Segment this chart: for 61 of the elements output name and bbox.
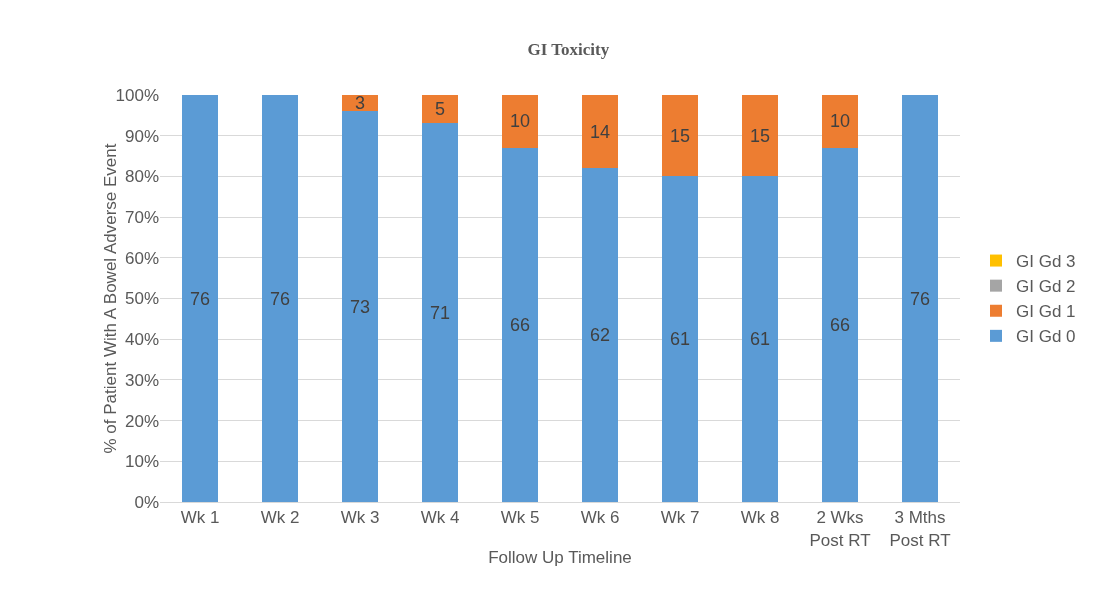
- legend-label: GI Gd 0: [1016, 327, 1076, 347]
- annotation: 66: [830, 315, 851, 335]
- y-axis-title: % of Patient With A Bowel Adverse Event: [101, 143, 120, 454]
- y-tick-label: 80%: [124, 167, 159, 187]
- bar: [342, 111, 378, 502]
- annotation: 76: [190, 289, 211, 309]
- annotation: 62: [590, 325, 611, 345]
- y-tick-label: 0%: [134, 492, 159, 512]
- legend-label: GI Gd 1: [1016, 302, 1076, 322]
- bar: [742, 176, 778, 502]
- x-tick-label: Wk 2: [260, 508, 300, 528]
- bar: [502, 147, 538, 502]
- annotation: 3: [355, 93, 366, 113]
- annotation: 76: [910, 289, 931, 309]
- x-tick-label: Wk 5: [500, 508, 540, 528]
- x-axis-title: Follow Up Timeline: [488, 548, 632, 567]
- annotation: 61: [670, 329, 691, 349]
- x-tick-label: Wk 6: [580, 508, 620, 528]
- x-tick-label: Wk 8: [740, 508, 780, 528]
- y-tick-label: 40%: [124, 330, 159, 350]
- y-tick-label: 20%: [124, 411, 159, 431]
- bar: [422, 95, 458, 124]
- bar: [662, 95, 698, 177]
- y-tick-label: 60%: [124, 248, 159, 268]
- bar: [182, 95, 218, 502]
- annotation: 76: [270, 289, 291, 309]
- annotation: 61: [750, 329, 771, 349]
- bar: [262, 95, 298, 502]
- legend-label: GI Gd 2: [1016, 277, 1076, 297]
- bar: [822, 147, 858, 502]
- x-tick-label: Wk 7: [660, 508, 700, 528]
- bar: [582, 95, 618, 169]
- x-tick-label: 2 Wks Post RT: [809, 508, 871, 550]
- annotation: 15: [670, 126, 691, 146]
- chart-title: GI Toxicity: [527, 39, 610, 59]
- bar: [582, 168, 618, 502]
- annotation: 10: [510, 111, 531, 131]
- annotation: 5: [435, 99, 446, 119]
- y-tick-label: 100%: [115, 85, 159, 105]
- bar: [502, 95, 538, 148]
- y-tick-label: 30%: [124, 370, 159, 390]
- x-tick-label: Wk 3: [340, 508, 380, 528]
- x-tick-label: 3 Mths Post RT: [889, 508, 951, 550]
- y-tick-label: 10%: [124, 452, 159, 472]
- x-tick-label: Wk 4: [420, 508, 460, 528]
- y-tick-label: 50%: [124, 289, 159, 309]
- annotation: 10: [830, 111, 851, 131]
- x-tick-label: Wk 1: [180, 508, 220, 528]
- bar: [902, 95, 938, 502]
- annotation: 15: [750, 126, 771, 146]
- annotation: 73: [350, 297, 371, 317]
- y-tick-label: 70%: [124, 208, 159, 228]
- legend-label: GI Gd 3: [1016, 252, 1076, 272]
- annotation: 71: [430, 303, 451, 323]
- bar: [822, 95, 858, 148]
- annotation: 66: [510, 315, 531, 335]
- bar: [662, 176, 698, 502]
- annotation: 14: [590, 122, 611, 142]
- bar: [422, 123, 458, 502]
- y-tick-label: 90%: [124, 126, 159, 146]
- bar: [742, 95, 778, 177]
